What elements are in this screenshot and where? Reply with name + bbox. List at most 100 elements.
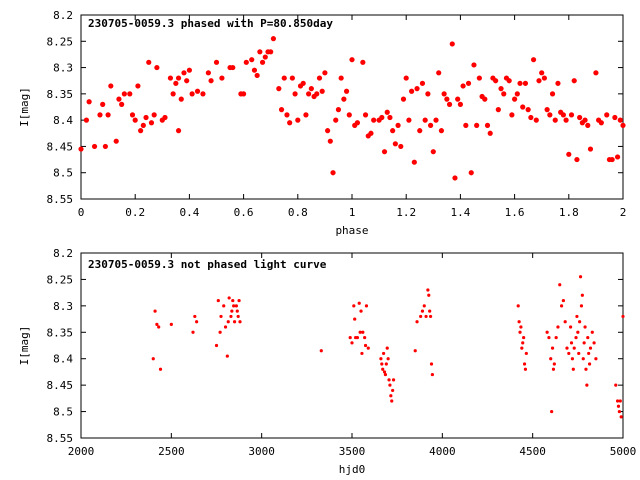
- data-point: [129, 112, 136, 118]
- data-point: [214, 343, 219, 348]
- data-point: [539, 70, 545, 76]
- data-point: [590, 330, 594, 334]
- data-point: [259, 59, 266, 65]
- data-point: [249, 57, 255, 63]
- data-point: [387, 378, 391, 382]
- data-point: [547, 335, 551, 340]
- data-point: [584, 367, 588, 371]
- data-point: [520, 346, 524, 350]
- data-point: [509, 112, 515, 118]
- data-point: [237, 298, 241, 303]
- data-point: [390, 128, 396, 134]
- data-point: [223, 325, 228, 329]
- data-point: [419, 80, 426, 86]
- data-point: [386, 357, 390, 361]
- data-point: [135, 83, 141, 89]
- data-point: [517, 320, 521, 324]
- data-point: [395, 122, 401, 128]
- data-point: [227, 296, 231, 300]
- data-point: [362, 112, 369, 118]
- data-point: [308, 86, 314, 92]
- data-point: [119, 101, 125, 107]
- data-point: [268, 49, 274, 55]
- data-point: [388, 383, 392, 387]
- data-point: [545, 330, 549, 334]
- y-tick-label: 8.25: [47, 35, 74, 48]
- data-point: [319, 88, 325, 94]
- data-point: [528, 114, 534, 121]
- data-point: [287, 120, 293, 126]
- data-point: [384, 362, 388, 366]
- data-point: [514, 91, 520, 97]
- data-point: [325, 128, 331, 134]
- data-point: [105, 112, 111, 118]
- data-point: [598, 120, 604, 126]
- data-point: [463, 122, 469, 128]
- data-point: [547, 112, 553, 118]
- data-point: [570, 357, 575, 361]
- x-tick-label: 1.2: [396, 206, 416, 219]
- chart-panel-1: 0 0.2 0.4 0.6 0.8 1 1.2 1.4 1.6 1.8 2 8.2 8.25 8.3 8.3…: [18, 9, 626, 237]
- data-point: [422, 117, 428, 123]
- x-axis-label: phase: [335, 224, 368, 237]
- data-point: [592, 341, 596, 345]
- data-point: [234, 304, 238, 308]
- data-point: [167, 75, 174, 81]
- chart-title: 230705-0059.3 phased with P=80.850day: [88, 17, 333, 30]
- data-point: [588, 346, 593, 350]
- data-point: [594, 357, 598, 361]
- y-tick-label: 8.4: [53, 353, 73, 366]
- data-point: [617, 117, 623, 123]
- data-point: [175, 75, 182, 81]
- data-point: [419, 314, 423, 319]
- data-point: [390, 399, 394, 403]
- data-point: [566, 151, 572, 157]
- data-point: [193, 314, 197, 319]
- data-point: [148, 120, 155, 126]
- data-point: [381, 149, 388, 155]
- data-point: [614, 383, 618, 387]
- x-tick-label: 1.6: [505, 206, 525, 219]
- data-point: [205, 70, 211, 76]
- data-point: [154, 64, 160, 71]
- data-point: [567, 351, 571, 356]
- data-point: [425, 91, 431, 97]
- data-point: [358, 330, 362, 334]
- data-point: [387, 114, 393, 121]
- data-point: [614, 154, 621, 160]
- data-point: [216, 298, 220, 303]
- data-point: [225, 354, 229, 358]
- data-point: [232, 320, 237, 324]
- data-point: [554, 335, 558, 340]
- data-point: [83, 117, 90, 123]
- x-tick-label: 3000: [248, 445, 275, 458]
- data-point: [383, 372, 388, 377]
- y-tick-label: 8.5: [53, 406, 73, 419]
- data-point: [360, 59, 366, 65]
- data-point: [585, 122, 591, 128]
- data-point: [550, 346, 555, 350]
- data-point: [151, 357, 155, 361]
- data-point: [560, 112, 566, 118]
- data-point: [522, 335, 526, 340]
- data-point: [384, 109, 390, 115]
- data-point: [100, 101, 106, 107]
- data-point: [379, 357, 383, 361]
- data-point: [78, 146, 84, 152]
- data-point: [121, 91, 127, 97]
- data-point: [289, 75, 295, 81]
- data-point: [364, 304, 369, 308]
- data-point: [551, 367, 556, 371]
- data-point: [357, 301, 361, 305]
- data-point: [355, 335, 360, 340]
- data-point: [327, 138, 333, 144]
- data-point: [555, 80, 561, 86]
- data-point: [501, 91, 507, 97]
- data-point: [140, 122, 146, 128]
- data-point: [571, 78, 577, 84]
- data-point: [558, 283, 562, 287]
- data-point: [360, 351, 364, 356]
- y-tick-label: 8.5: [53, 167, 73, 180]
- data-point: [208, 78, 214, 84]
